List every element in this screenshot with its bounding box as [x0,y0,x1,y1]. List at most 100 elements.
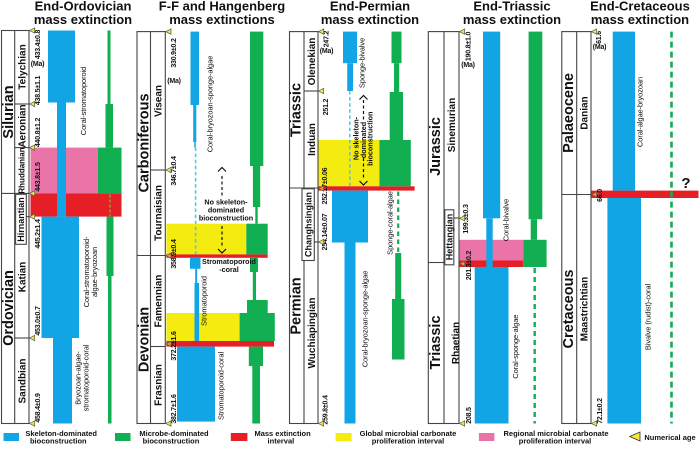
svg-text:mass extinction: mass extinction [34,12,132,27]
svg-text:Skeleton-dominated: Skeleton-dominated [25,429,97,438]
svg-text:Olenekian: Olenekian [307,38,318,86]
svg-text:Aeronian: Aeronian [18,104,29,147]
svg-text:190.8±1.0: 190.8±1.0 [466,32,473,62]
svg-text:201.3±0.2: 201.3±0.2 [466,251,473,281]
svg-text:Telychian: Telychian [18,44,29,89]
svg-text:Triassic: Triassic [289,83,305,137]
svg-text:252.17±0.06: 252.17±0.06 [322,167,329,204]
svg-text:Hirnantian: Hirnantian [16,197,26,242]
svg-text:Katian: Katian [18,262,29,293]
svg-text:Triassic: Triassic [428,315,444,369]
svg-text:254.14±0.07: 254.14±0.07 [322,213,329,250]
svg-text:Sponge-bivalve: Sponge-bivalve [358,38,367,88]
svg-text:End-Triassic: End-Triassic [473,0,550,14]
svg-text:Coral-algae-bryozoan: Coral-algae-bryozoan [636,77,645,147]
svg-text:(Ma): (Ma) [593,44,607,51]
svg-text:Stromatoporoid: Stromatoporoid [202,257,256,266]
svg-text:(Ma): (Ma) [461,62,475,69]
svg-text:mass extinctions: mass extinctions [169,12,275,27]
svg-text:Coral-stromatoporoid: Coral-stromatoporoid [79,67,88,135]
svg-text:Rhaetian: Rhaetian [451,322,462,364]
svg-text:(Ma): (Ma) [167,78,181,85]
svg-text:433.4±0.8: 433.4±0.8 [35,30,42,60]
svg-text:66.0: 66.0 [597,189,604,202]
svg-text:Sandbian: Sandbian [18,358,29,403]
svg-text:End-Permian: End-Permian [330,0,410,14]
svg-text:bioconstruction: bioconstruction [143,437,200,446]
svg-text:440.8±1.2: 440.8±1.2 [35,118,42,148]
svg-text:mass extinction: mass extinction [463,12,561,27]
svg-text:mass extinction: mass extinction [321,12,419,27]
svg-text:Mass extinction: Mass extinction [254,429,311,438]
svg-text:251.2: 251.2 [323,98,330,115]
svg-text:Danian: Danian [580,96,591,129]
svg-text:bioconstruction: bioconstruction [30,437,87,446]
svg-text:72.1±0.2: 72.1±0.2 [597,398,604,424]
svg-text:Changhsingian: Changhsingian [304,192,314,257]
svg-text:199.3±0.3: 199.3±0.3 [463,204,470,234]
svg-text:372.2±1.6: 372.2±1.6 [171,331,178,361]
svg-text:Coral-bivalve: Coral-bivalve [501,199,510,241]
svg-text:End-Ordovician: End-Ordovician [35,0,132,14]
svg-text:End-Cretaceous: End-Cretaceous [590,0,690,14]
svg-text:-coral: -coral [219,265,239,274]
svg-text:Microbe-dominated: Microbe-dominated [139,429,209,438]
svg-text:proliferation interval: proliferation interval [372,437,445,446]
svg-text:Jurassic: Jurassic [428,117,444,176]
svg-text:445.2±1.4: 445.2±1.4 [35,219,42,249]
svg-text:443.8±1.5: 443.8±1.5 [35,162,42,192]
svg-text:Induan: Induan [307,123,318,156]
svg-text:Wuchiapingian: Wuchiapingian [307,298,318,369]
svg-text:dominated: dominated [208,206,244,215]
svg-text:bioconstruction: bioconstruction [199,214,253,223]
svg-text:Visean: Visean [154,85,165,117]
svg-text:208.5: 208.5 [466,407,473,424]
svg-text:algae-bryozoan: algae-bryozoan [90,247,99,297]
svg-text:453.0±0.7: 453.0±0.7 [35,306,42,336]
svg-text:interval: interval [268,437,295,446]
svg-text:proliferation interval: proliferation interval [519,437,592,446]
svg-text:mass extinction: mass extinction [591,12,689,27]
svg-text:Silurian: Silurian [1,85,17,138]
svg-text:Sinemurian: Sinemurian [447,98,458,152]
svg-text:346.7±0.4: 346.7±0.4 [171,156,178,186]
svg-text:Cretaceous: Cretaceous [561,270,577,349]
svg-text:stromatoporoid-coral: stromatoporoid-coral [82,344,91,411]
svg-text:61.6: 61.6 [596,31,603,44]
svg-text:(Ma): (Ma) [320,48,334,55]
svg-text:(Ma): (Ma) [31,61,45,68]
svg-text:Bryozoan-algae-: Bryozoan-algae- [74,351,83,405]
svg-text:Frasnian: Frasnian [154,364,165,406]
svg-text:Bivalve (rudist)-coral: Bivalve (rudist)-coral [644,283,653,350]
svg-text:?: ? [681,175,690,192]
svg-text:Maastrichtian: Maastrichtian [580,277,591,341]
svg-text:Coral-sponge-algae: Coral-sponge-algae [511,315,520,379]
svg-text:Sponge-coral-algae: Sponge-coral-algae [386,191,395,255]
svg-text:Global microbial carbonate: Global microbial carbonate [360,429,457,438]
svg-text:330.9±0.2: 330.9±0.2 [171,38,178,68]
svg-text:Tournaisian: Tournaisian [154,185,165,241]
svg-text:Coral-bryozoan-sponge-algae: Coral-bryozoan-sponge-algae [361,271,370,368]
svg-text:Hettangian: Hettangian [445,214,455,261]
svg-text:No skeleton-: No skeleton- [204,198,248,207]
svg-text:Rhuddanian: Rhuddanian [18,147,27,193]
svg-text:382.7±1.6: 382.7±1.6 [171,394,178,424]
svg-text:Devonian: Devonian [137,307,153,372]
svg-text:dominated: dominated [359,122,368,158]
svg-text:Numerical age: Numerical age [644,433,695,442]
svg-text:Coral-bryozoan-sponge-algae: Coral-bryozoan-sponge-algae [206,56,215,153]
svg-text:Coral-stromatoporoid-: Coral-stromatoporoid- [82,236,91,307]
svg-text:bioconstruction: bioconstruction [366,112,375,166]
svg-text:Permian: Permian [289,277,305,334]
svg-text:Regional microbial carbonate: Regional microbial carbonate [503,429,608,438]
svg-text:F-F and Hangenberg: F-F and Hangenberg [159,0,285,14]
svg-text:458.4±0.9: 458.4±0.9 [35,393,42,423]
svg-text:438.5±1.1: 438.5±1.1 [35,76,42,106]
svg-text:247.2: 247.2 [324,30,331,47]
svg-text:No skeleton-: No skeleton- [352,116,361,160]
svg-text:Stromatoporoid: Stromatoporoid [200,276,209,326]
svg-text:Ordovician: Ordovician [1,270,17,346]
svg-text:Palaeocene: Palaeocene [561,73,577,153]
svg-text:Carboniferous: Carboniferous [137,93,153,192]
svg-text:Stromatoporoid-coral: Stromatoporoid-coral [217,352,226,420]
